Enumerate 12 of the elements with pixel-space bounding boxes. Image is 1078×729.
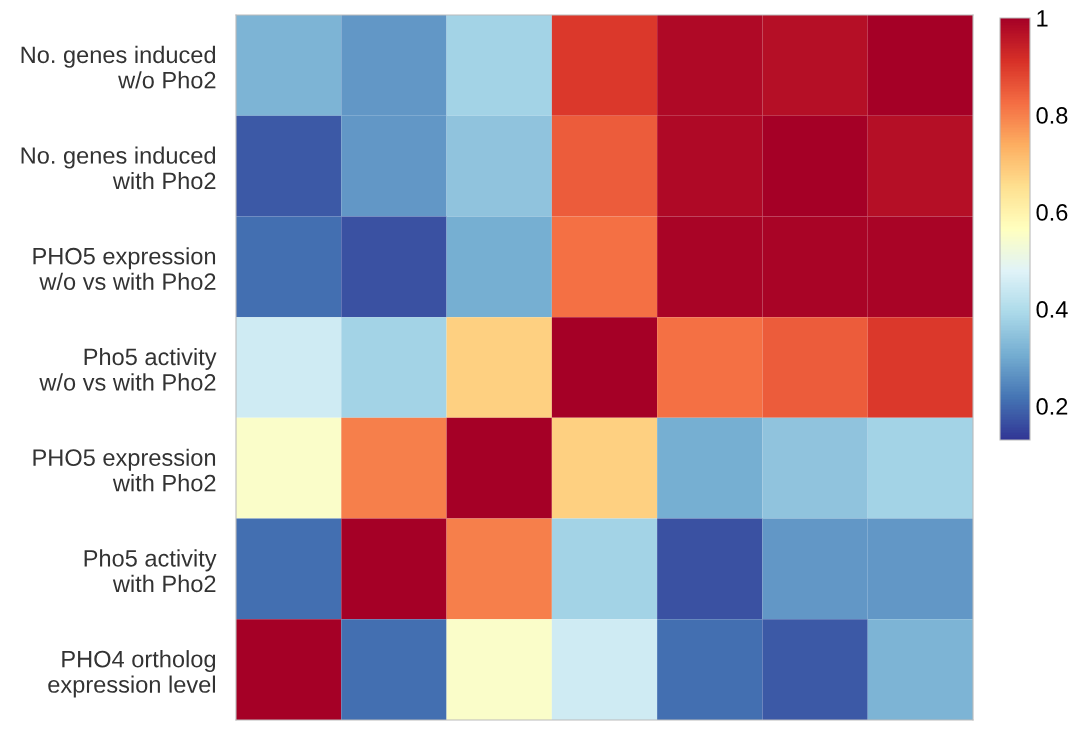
color-bar-label: 0.4 [1036, 301, 1068, 318]
y-tick-label: Pho5 activity w/o vs with Pho2 [39, 347, 217, 391]
y-tick-label: Pho5 activity with Pho2 [84, 549, 217, 593]
y-tick-label: PHO5 expression w/o vs with Pho2 [33, 247, 216, 290]
y-tick-label: No. genes induced with Pho2 [21, 146, 216, 190]
color-bar-label: 0.8 [1036, 107, 1068, 124]
y-tick-label: PHO4 ortholog expression level [48, 650, 216, 698]
color-bar-label: 0.6 [1036, 204, 1068, 221]
y-tick-label: PHO5 expression with Pho2 [33, 448, 216, 492]
color-bar-label: 1 [1037, 10, 1048, 27]
color-bar-label: 0.2 [1036, 398, 1068, 415]
y-tick-label: No. genes induced w/o Pho2 [21, 45, 216, 89]
